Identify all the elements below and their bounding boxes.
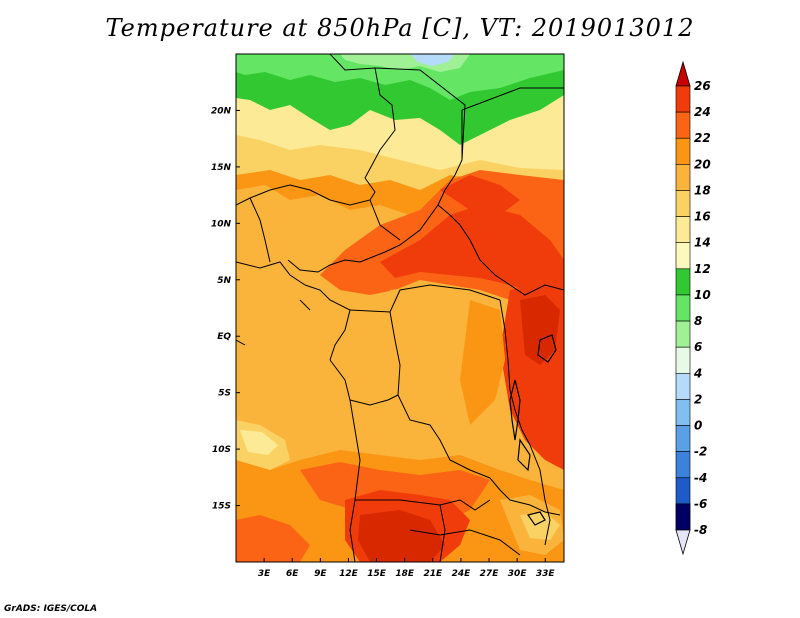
colorbar-label: -2: [694, 445, 707, 459]
colorbar-label: 10: [694, 288, 711, 302]
colorbar-label: -8: [694, 523, 707, 537]
lon-tick-label: 9E: [314, 569, 327, 579]
colorbar-label: 0: [694, 419, 702, 433]
colorbar-label: 24: [694, 105, 711, 119]
colorbar-label: 18: [694, 183, 711, 197]
colorbar-swatch: [675, 320, 691, 348]
lat-tick-label: 15S: [212, 502, 231, 512]
colorbar-swatch: [675, 85, 691, 113]
colorbar-label: 6: [694, 340, 702, 354]
colorbar-swatch: [675, 503, 691, 531]
grads-credit: GrADS: IGES/COLA: [4, 604, 98, 614]
colorbar-swatch: [675, 372, 691, 400]
colorbar-swatch: [675, 111, 691, 139]
colorbar-swatch: [675, 294, 691, 322]
colorbar-label: 12: [694, 262, 711, 276]
lat-tick-label: 10N: [211, 219, 232, 229]
lon-tick-label: 24E: [452, 569, 472, 579]
lat-tick-label: 5N: [217, 276, 231, 286]
colorbar-label: 4: [693, 366, 702, 380]
colorbar-label: 22: [694, 131, 711, 145]
chart-title: Temperature at 850hPa [C], VT: 201901301…: [105, 14, 695, 42]
colorbar-swatch: [675, 425, 691, 452]
lat-tick-label: 10S: [212, 445, 231, 455]
colorbar-label: 20: [694, 157, 711, 171]
country-borders: [236, 54, 564, 562]
colorbar-label: -4: [694, 471, 707, 485]
colorbar-label: 2: [694, 392, 702, 406]
lon-tick-label: 18E: [395, 569, 415, 579]
lat-tick-label: 15N: [211, 163, 232, 173]
temperature-field: [236, 54, 564, 562]
colorbar-swatch: [675, 399, 691, 426]
colorbar-swatch: [675, 477, 691, 505]
lake-outlines: [509, 334, 557, 526]
colorbar-swatch: [675, 190, 691, 217]
latitude-axis: 20N 15N 10N 5N EQ 5S 10S 15S: [211, 106, 240, 512]
colorbar-swatch: [675, 451, 691, 479]
colorbar-label: -6: [694, 497, 707, 511]
colorbar-bottom-arrow: [675, 529, 691, 556]
colorbar-label: 16: [694, 210, 711, 224]
lon-tick-label: 15E: [367, 569, 387, 579]
colorbar-label: 8: [694, 314, 702, 328]
lat-tick-label: 20N: [211, 106, 232, 116]
lat-tick-label: 5S: [218, 389, 231, 399]
plot-frame: [235, 53, 565, 563]
colorbar-swatch: [675, 216, 691, 244]
colorbar-label: 26: [694, 79, 711, 93]
lon-tick-label: 12E: [339, 569, 359, 579]
colorbar-swatch: [675, 268, 691, 296]
lon-tick-label: 33E: [536, 569, 556, 579]
colorbar-swatch: [675, 346, 691, 374]
longitude-axis: 3E 6E 9E 12E 15E 18E 21E 24E 27E 30E 33E: [258, 558, 556, 579]
colorbar-label: 14: [694, 236, 711, 250]
colorbar-swatch: [675, 242, 691, 270]
colorbar-top-arrow: [675, 60, 691, 87]
lon-tick-label: 3E: [258, 569, 271, 579]
lon-tick-label: 6E: [286, 569, 299, 579]
lon-tick-label: 27E: [480, 569, 500, 579]
lon-tick-label: 30E: [508, 569, 528, 579]
lat-tick-label: EQ: [217, 332, 231, 342]
colorbar-swatch: [675, 137, 691, 165]
lon-tick-label: 21E: [423, 569, 443, 579]
colorbar-swatch: [675, 164, 691, 191]
